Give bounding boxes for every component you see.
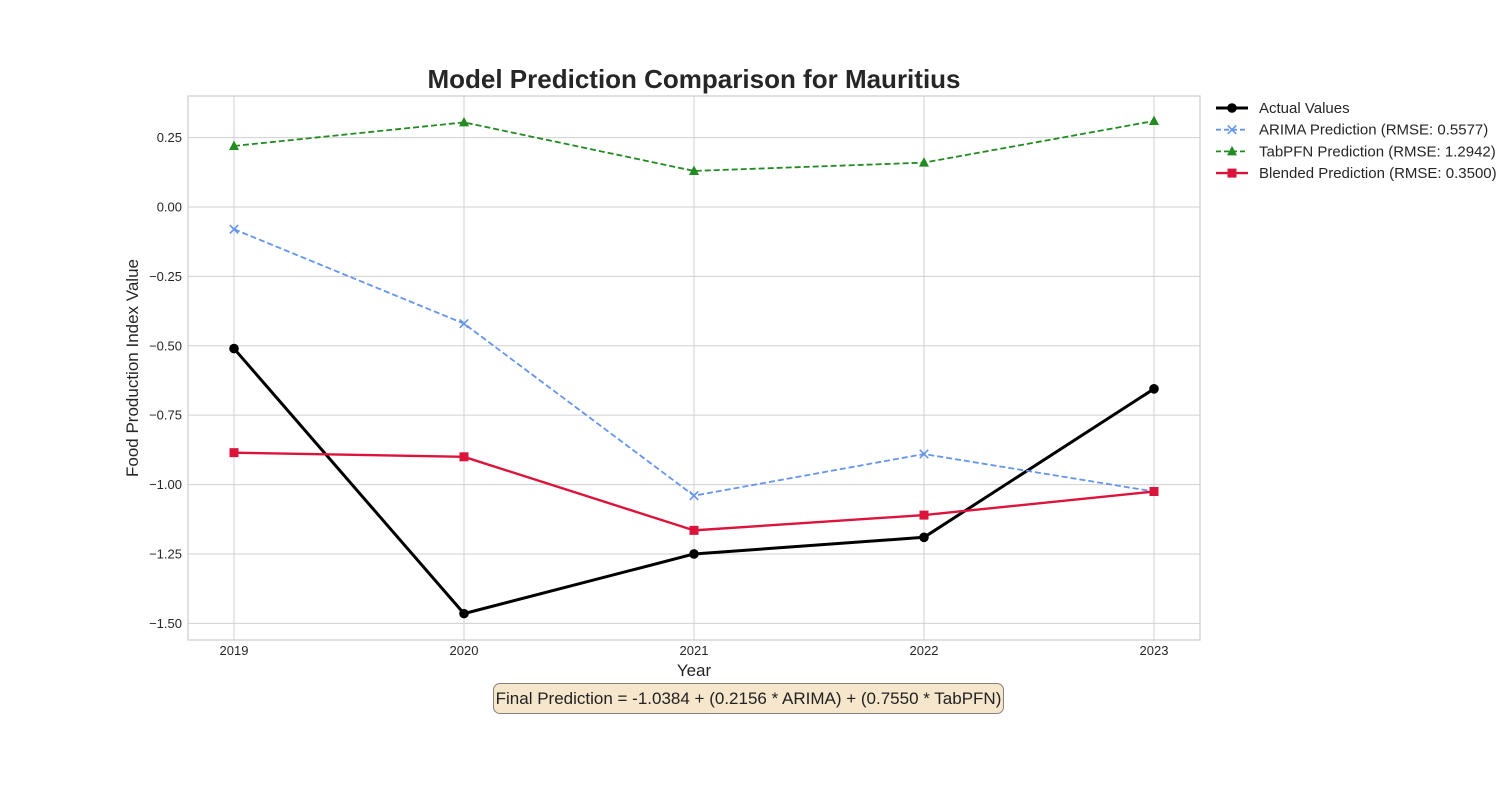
x-tick-label: 2021 <box>680 643 709 658</box>
y-tick-label: −0.75 <box>149 408 182 423</box>
series-blended <box>229 448 1159 535</box>
data-point-blended <box>689 525 699 535</box>
legend-item-actual: Actual Values <box>1216 100 1350 117</box>
data-point-arima <box>919 449 929 459</box>
data-point-actual <box>919 532 929 543</box>
data-point-tabpfn <box>1149 115 1159 125</box>
data-point-arima <box>459 318 469 329</box>
data-point-actual <box>689 549 699 559</box>
series-actual <box>229 343 1159 619</box>
y-tick-label: −0.25 <box>149 269 182 284</box>
legend-item-tabpfn: TabPFN Prediction (RMSE: 1.2942) <box>1216 143 1496 160</box>
x-tick-label: 2019 <box>220 643 249 658</box>
series-tabpfn <box>229 115 1159 175</box>
series-layer <box>229 115 1159 619</box>
grid <box>188 96 1200 640</box>
plot-area-frame <box>187 95 1201 641</box>
y-tick-label: −0.50 <box>149 338 182 353</box>
y-tick-label: 0.25 <box>157 130 182 145</box>
x-axis-label: Year <box>677 661 712 680</box>
data-point-actual <box>459 608 469 619</box>
y-tick-label: −1.50 <box>149 616 182 631</box>
chart-title: Model Prediction Comparison for Mauritiu… <box>427 64 960 94</box>
data-point-tabpfn <box>229 140 239 150</box>
legend-item-blended: Blended Prediction (RMSE: 0.3500) <box>1216 165 1497 182</box>
y-tick-label: −1.00 <box>149 477 182 492</box>
legend-marker-actual <box>1227 103 1237 113</box>
series-line-tabpfn <box>233 120 1155 172</box>
data-point-actual <box>1149 384 1159 394</box>
legend-label-actual: Actual Values <box>1259 100 1350 117</box>
legend-marker-tabpfn <box>1227 145 1237 156</box>
data-point-tabpfn <box>919 157 929 167</box>
data-point-arima <box>229 224 239 234</box>
formula-annotation: Final Prediction = -1.0384 + (0.2156 * A… <box>493 683 1004 714</box>
y-axis-ticks: 0.25 0.00 −0.25 −0.50 −0.75 −1.00 −1.25 −1.50 <box>149 130 182 631</box>
legend: Actual Values ARIMA Prediction (RMSE: 0.5… <box>1216 100 1497 182</box>
data-point-blended <box>229 448 239 458</box>
data-point-actual <box>229 343 239 354</box>
x-tick-label: 2020 <box>450 643 479 658</box>
legend-label-arima: ARIMA Prediction (RMSE: 0.5577) <box>1259 122 1488 139</box>
data-point-arima <box>689 490 699 501</box>
data-point-blended <box>1149 487 1159 497</box>
x-tick-label: 2022 <box>910 643 939 658</box>
y-tick-label: −1.25 <box>149 546 182 561</box>
legend-label-tabpfn: TabPFN Prediction (RMSE: 1.2942) <box>1259 143 1496 160</box>
y-tick-label: 0.00 <box>157 200 182 215</box>
data-point-blended <box>919 510 929 520</box>
legend-label-blended: Blended Prediction (RMSE: 0.3500) <box>1259 165 1497 182</box>
data-point-tabpfn <box>689 165 699 175</box>
legend-item-arima: ARIMA Prediction (RMSE: 0.5577) <box>1216 122 1488 139</box>
x-axis-ticks: 2019 2020 2021 2022 2023 <box>220 643 1169 658</box>
x-tick-label: 2023 <box>1140 643 1169 658</box>
y-axis-label: Food Production Index Value <box>123 259 142 477</box>
data-point-blended <box>459 452 469 462</box>
data-point-tabpfn <box>459 116 469 127</box>
legend-marker-arima <box>1227 124 1237 135</box>
legend-marker-blended <box>1227 168 1237 178</box>
